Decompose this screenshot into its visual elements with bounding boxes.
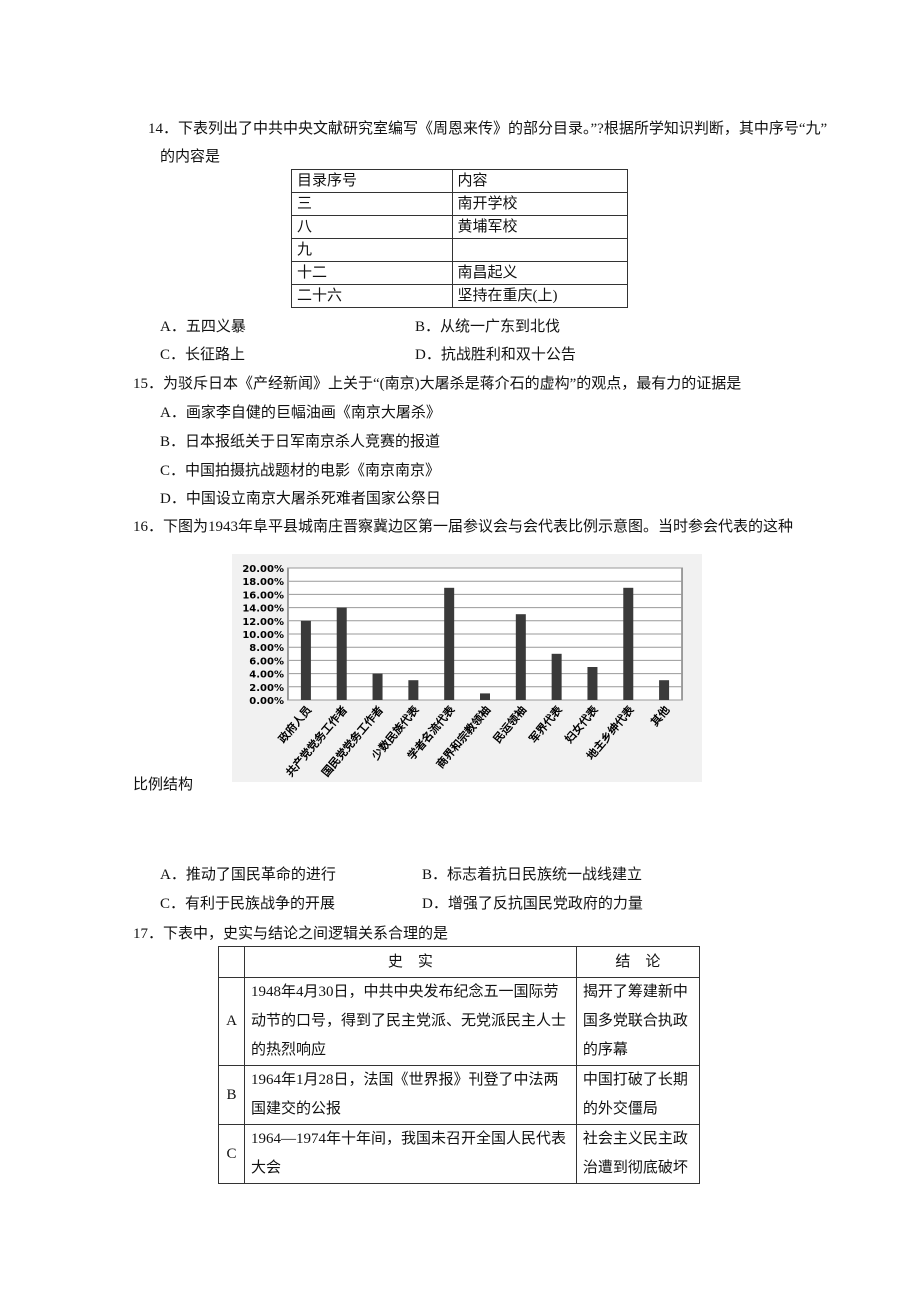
y-tick-label: 18.00% (242, 577, 284, 588)
option: A．推动了国民革命的进行 (160, 867, 336, 883)
question-stem: 15．为驳斥日本《产经新闻》上关于“(南京)大屠杀是蒋介石的虚构”的观点，最有力… (133, 376, 742, 392)
bar (623, 587, 634, 700)
table-cell: 目录序号 (291, 169, 453, 193)
question-stem: 16．下图为1943年阜平县城南庄晋察冀边区第一届参议会与会代表比例示意图。当时… (133, 519, 794, 535)
option: A．画家李自健的巨幅油画《南京大屠杀》 (160, 405, 441, 421)
table: 史 实结 论 A 1948年4月30日，中共中央发布纪念五一国际劳动节的口号，得到了… (218, 946, 701, 1184)
option: C．长征路上 (160, 347, 246, 363)
table: 目录序号 内容三南开学校八黄埔军校九十二 南昌起义 二十六 坚持在重庆(上) (291, 169, 628, 308)
option: D．增强了反抗国民党政府的力量 (422, 896, 643, 912)
table-cell: 中国打破了长期的外交僵局 (575, 1065, 701, 1125)
table-cell: 结 论 (575, 946, 701, 978)
y-tick-label: 20.00% (242, 564, 284, 575)
option: B．标志着抗日民族统一战线建立 (422, 867, 643, 883)
question-stem: 14．下表列出了中共中央文献研究室编写《周恩来传》的部分目录。”?根据所学知识判… (148, 121, 828, 137)
y-tick-label: 6.00% (249, 656, 284, 667)
bar (587, 667, 598, 700)
table-cell: 1964年1月28日，法国《世界报》刊登了中法两国建交的公报 (243, 1065, 577, 1125)
table-cell: B (218, 1065, 245, 1125)
question-stem: 比例结构 (133, 777, 194, 793)
bar (659, 680, 670, 700)
bar (336, 607, 347, 700)
table-cell: 社会主义民主政治遭到彻底破坏 (575, 1124, 701, 1184)
table-cell: 十二 (291, 261, 453, 285)
table-cell (451, 238, 628, 262)
y-tick-label: 12.00% (242, 617, 284, 628)
table-cell: 九 (291, 238, 453, 262)
option: A．五四义暴 (160, 319, 246, 335)
y-tick-label: 14.00% (242, 604, 284, 615)
option: B．日本报纸关于日军南京杀人竞赛的报道 (160, 434, 441, 450)
table-cell: 坚持在重庆(上) (451, 284, 628, 308)
bar (372, 673, 383, 700)
table-cell (218, 946, 245, 978)
table-cell: 1948年4月30日，中共中央发布纪念五一国际劳动节的口号，得到了民主党派、无党… (243, 977, 577, 1066)
table-cell: 黄埔军校 (451, 215, 628, 239)
option: D．中国设立南京大屠杀死难者国家公祭日 (160, 491, 441, 507)
bar (515, 614, 526, 700)
table-cell: A (218, 977, 245, 1066)
bar (444, 587, 455, 700)
chart: 0.00% 2.00% 4.00% 6.00% 8.00% 10.00% 12.00% 14.… (232, 554, 702, 782)
option: D．抗战胜利和双十公告 (415, 347, 576, 363)
bar (551, 653, 562, 700)
y-tick-label: 10.00% (242, 630, 284, 641)
y-tick-label: 4.00% (249, 670, 284, 681)
table-cell: C (218, 1124, 245, 1184)
bar (480, 693, 490, 700)
table-cell: 揭开了筹建新中国多党联合执政的序幕 (575, 977, 701, 1066)
y-tick-label: 2.00% (249, 683, 284, 694)
option: C．有利于民族战争的开展 (160, 896, 336, 912)
bar (408, 680, 419, 700)
y-tick-label: 16.00% (242, 590, 284, 601)
table-cell: 二十六 (291, 284, 453, 308)
question-stem: 的内容是 (160, 149, 221, 165)
table-cell: 南开学校 (451, 192, 628, 216)
table-cell: 内容 (451, 169, 628, 193)
question-stem: 17．下表中，史实与结论之间逻辑关系合理的是 (133, 926, 449, 942)
option: C．中国拍摄抗战题材的电影《南京南京》 (160, 463, 441, 479)
option: B．从统一广东到北伐 (415, 319, 561, 335)
y-tick-label: 8.00% (249, 643, 284, 654)
y-tick-label: 0.00% (249, 696, 284, 707)
table-cell: 史 实 (243, 946, 577, 978)
table-cell: 1964—1974年十年间，我国未召开全国人民代表大会 (243, 1124, 577, 1184)
table-cell: 三 (291, 192, 453, 216)
table-cell: 南昌起义 (451, 261, 628, 285)
bar (300, 620, 311, 700)
table-cell: 八 (291, 215, 453, 239)
